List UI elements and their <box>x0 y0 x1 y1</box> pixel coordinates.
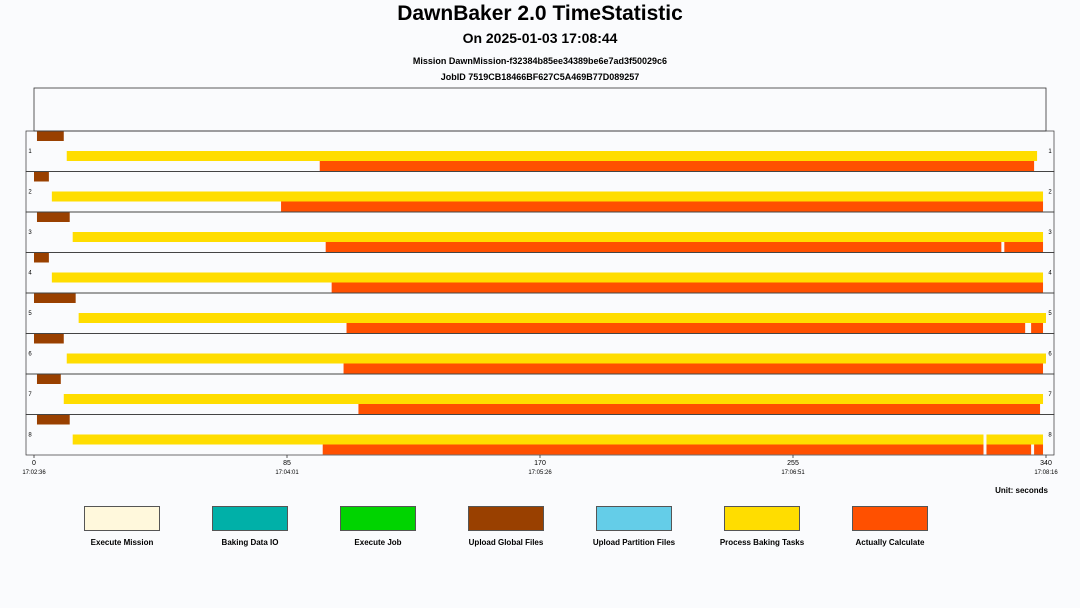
process-baking-tasks-bar <box>72 434 984 445</box>
row-label-right: 4 <box>1048 271 1052 277</box>
upload-global-files-bar <box>34 334 64 344</box>
legend-swatch <box>724 506 800 531</box>
x-tick-label: 340 <box>1040 460 1052 467</box>
row-label-left: 4 <box>28 271 32 277</box>
legend-item: Execute Mission <box>62 506 182 547</box>
actually-calculate-bar <box>319 161 1035 171</box>
x-tick-time: 17:05:26 <box>528 470 552 476</box>
upload-global-files-bar <box>36 415 70 425</box>
actually-calculate-bar <box>358 404 1041 414</box>
row-label-left: 8 <box>28 433 32 439</box>
legend-item: Process Baking Tasks <box>702 506 822 547</box>
x-tick-time: 17:02:36 <box>22 470 46 476</box>
mission-id: Mission DawnMission-f32384b85ee34389be6e… <box>412 56 668 66</box>
legend-item: Upload Global Files <box>446 506 566 547</box>
upload-global-files-bar <box>34 172 49 182</box>
legend-swatch <box>852 506 928 531</box>
row-label-left: 3 <box>28 230 32 236</box>
upload-global-files-bar <box>34 253 49 263</box>
row-label-right: 6 <box>1048 352 1052 358</box>
legend-label: Execute Mission <box>90 538 154 547</box>
actually-calculate-bar <box>325 242 1002 252</box>
job-id: JobID 7519CB18466BF627C5A469B77D089257 <box>440 72 640 82</box>
upload-global-files-bar <box>36 374 61 384</box>
actually-calculate-bar <box>331 282 1044 293</box>
x-tick-label: 255 <box>787 460 799 467</box>
actually-calculate-bar <box>281 201 1044 212</box>
process-baking-tasks-bar <box>51 272 1044 283</box>
row-label-left: 2 <box>28 190 32 196</box>
upload-global-files-bar <box>36 131 64 141</box>
chart-title: DawnBaker 2.0 TimeStatistic <box>397 2 683 25</box>
actually-calculate-bar <box>1034 444 1044 455</box>
actually-calculate-bar <box>346 323 1026 333</box>
x-tick-label: 85 <box>283 460 291 467</box>
x-tick-time: 17:08:16 <box>1034 470 1058 476</box>
legend-label: Baking Data IO <box>221 538 279 547</box>
legend-label: Upload Global Files <box>468 538 544 547</box>
actually-calculate-bar <box>986 444 1032 455</box>
legend-swatch <box>84 506 160 531</box>
legend-swatch <box>596 506 672 531</box>
actually-calculate-bar <box>343 363 1044 374</box>
legend-item: Upload Partition Files <box>574 506 694 547</box>
row-label-right: 2 <box>1048 190 1052 196</box>
plot-frame <box>33 87 1047 132</box>
row-label-left: 1 <box>28 149 32 155</box>
process-baking-tasks-bar <box>66 151 1038 161</box>
legend-label: Execute Job <box>354 538 402 547</box>
process-baking-tasks-bar <box>63 394 1044 404</box>
legend-swatch <box>212 506 288 531</box>
row-label-left: 7 <box>28 392 32 398</box>
legend-label: Process Baking Tasks <box>719 538 805 547</box>
process-baking-tasks-bar <box>78 313 1047 323</box>
actually-calculate-bar <box>1031 323 1044 333</box>
process-baking-tasks-bar <box>72 232 1044 242</box>
process-baking-tasks-bar <box>66 353 1047 364</box>
upload-global-files-bar <box>36 212 70 222</box>
row-label-left: 5 <box>28 311 32 317</box>
legend-swatch <box>340 506 416 531</box>
actually-calculate-bar <box>1004 242 1044 252</box>
legend-item: Execute Job <box>318 506 438 547</box>
row-label-right: 5 <box>1048 311 1052 317</box>
upload-global-files-bar <box>34 293 76 303</box>
row-label-right: 1 <box>1048 149 1052 155</box>
legend-label: Upload Partition Files <box>592 538 676 547</box>
process-baking-tasks-bar <box>986 434 1044 445</box>
legend-item: Baking Data IO <box>190 506 310 547</box>
legend-swatch <box>468 506 544 531</box>
chart-subtitle-date: On 2025-01-03 17:08:44 <box>462 30 618 46</box>
legend-item: Actually Calculate <box>830 506 950 547</box>
x-tick-time: 17:04:01 <box>275 470 299 476</box>
process-baking-tasks-bar <box>51 191 1044 202</box>
row-label-right: 7 <box>1048 392 1052 398</box>
x-tick-label: 0 <box>32 460 36 467</box>
row-label-right: 3 <box>1048 230 1052 236</box>
unit-label: Unit: seconds <box>995 486 1048 495</box>
actually-calculate-bar <box>322 444 984 455</box>
x-tick-time: 17:06:51 <box>781 470 805 476</box>
legend-label: Actually Calculate <box>855 538 925 547</box>
row-label-left: 6 <box>28 352 32 358</box>
row-label-right: 8 <box>1048 433 1052 439</box>
x-tick-label: 170 <box>534 460 546 467</box>
